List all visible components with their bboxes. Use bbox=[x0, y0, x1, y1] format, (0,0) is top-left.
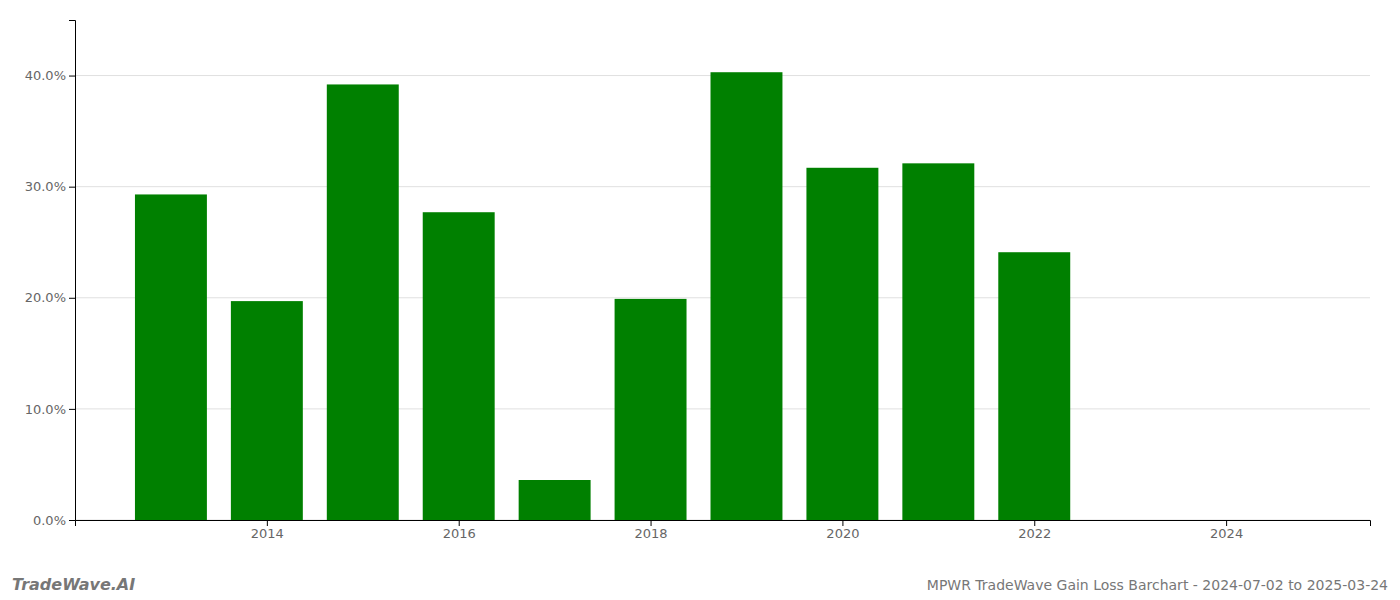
bar bbox=[902, 163, 974, 520]
y-tick: 40.0% bbox=[25, 68, 75, 83]
y-tick-label: 0.0% bbox=[33, 513, 66, 528]
x-tick-label: 2022 bbox=[1018, 526, 1051, 541]
x-tick-mark bbox=[267, 520, 268, 526]
x-tick: 2020 bbox=[826, 520, 859, 541]
bar bbox=[423, 212, 495, 520]
x-tick: 2024 bbox=[1210, 520, 1243, 541]
chart: 2014 2016 2018 2020 2022 2024 0.0% 10.0% 20.0% 30… bbox=[0, 0, 1400, 600]
x-axis: 2014 2016 2018 2020 2022 2024 bbox=[76, 520, 1371, 541]
x-tick: 2016 bbox=[443, 520, 476, 541]
y-tick-mark bbox=[69, 409, 75, 410]
x-tick-label: 2024 bbox=[1210, 526, 1243, 541]
y-tick-mark bbox=[69, 520, 75, 521]
y-tick-mark bbox=[69, 298, 75, 299]
y-axis: 0.0% 10.0% 20.0% 30.0% 40.0% bbox=[25, 21, 76, 528]
x-tick: 2018 bbox=[635, 520, 668, 541]
y-tick-label: 40.0% bbox=[25, 68, 66, 83]
x-tick-label: 2016 bbox=[443, 526, 476, 541]
bar bbox=[806, 168, 878, 520]
x-tick: 2022 bbox=[1018, 520, 1051, 541]
bar bbox=[231, 301, 303, 520]
y-tick: 30.0% bbox=[25, 179, 75, 194]
y-tick-label: 20.0% bbox=[25, 290, 66, 305]
annotation: TradeWave.AI bbox=[12, 575, 135, 594]
y-tick-mark bbox=[69, 76, 75, 77]
bar bbox=[327, 84, 399, 520]
x-tick-mark bbox=[459, 520, 460, 526]
bars bbox=[135, 72, 1070, 520]
y-tick-mark bbox=[69, 187, 75, 188]
x-tick-mark bbox=[651, 520, 652, 526]
x-axis-line bbox=[76, 521, 1371, 527]
y-tick: 0.0% bbox=[33, 513, 75, 528]
x-tick-label: 2020 bbox=[826, 526, 859, 541]
bar bbox=[711, 72, 783, 520]
x-tick-mark bbox=[842, 520, 843, 526]
bar bbox=[998, 252, 1070, 520]
y-tick: 10.0% bbox=[25, 402, 75, 417]
x-tick-mark bbox=[1226, 520, 1227, 526]
bar bbox=[135, 194, 207, 520]
plot: 2014 2016 2018 2020 2022 2024 0.0% 10.0% 20.0% 30… bbox=[25, 21, 1371, 542]
x-tick-label: 2014 bbox=[251, 526, 284, 541]
annotation: MPWR TradeWave Gain Loss Barchart - 2024… bbox=[927, 577, 1388, 593]
bar bbox=[615, 299, 687, 520]
bar bbox=[519, 480, 591, 520]
y-tick: 20.0% bbox=[25, 290, 75, 305]
x-tick: 2014 bbox=[251, 520, 284, 541]
y-axis-line bbox=[69, 21, 76, 521]
y-tick-label: 30.0% bbox=[25, 179, 66, 194]
x-tick-label: 2018 bbox=[635, 526, 668, 541]
y-tick-label: 10.0% bbox=[25, 402, 66, 417]
x-tick-mark bbox=[1034, 520, 1035, 526]
